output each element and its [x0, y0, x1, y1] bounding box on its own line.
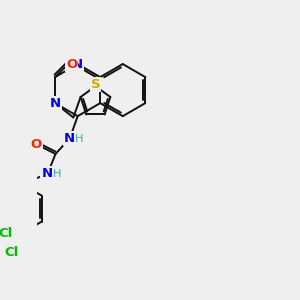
Text: N: N — [72, 58, 83, 70]
Text: O: O — [66, 58, 77, 70]
Text: H: H — [53, 169, 61, 179]
Text: N: N — [41, 167, 52, 180]
Text: S: S — [91, 78, 100, 91]
Text: Cl: Cl — [0, 227, 13, 240]
Text: H: H — [75, 134, 83, 144]
Text: N: N — [50, 97, 61, 110]
Text: O: O — [30, 138, 42, 151]
Text: Cl: Cl — [4, 246, 18, 259]
Text: N: N — [63, 132, 74, 145]
